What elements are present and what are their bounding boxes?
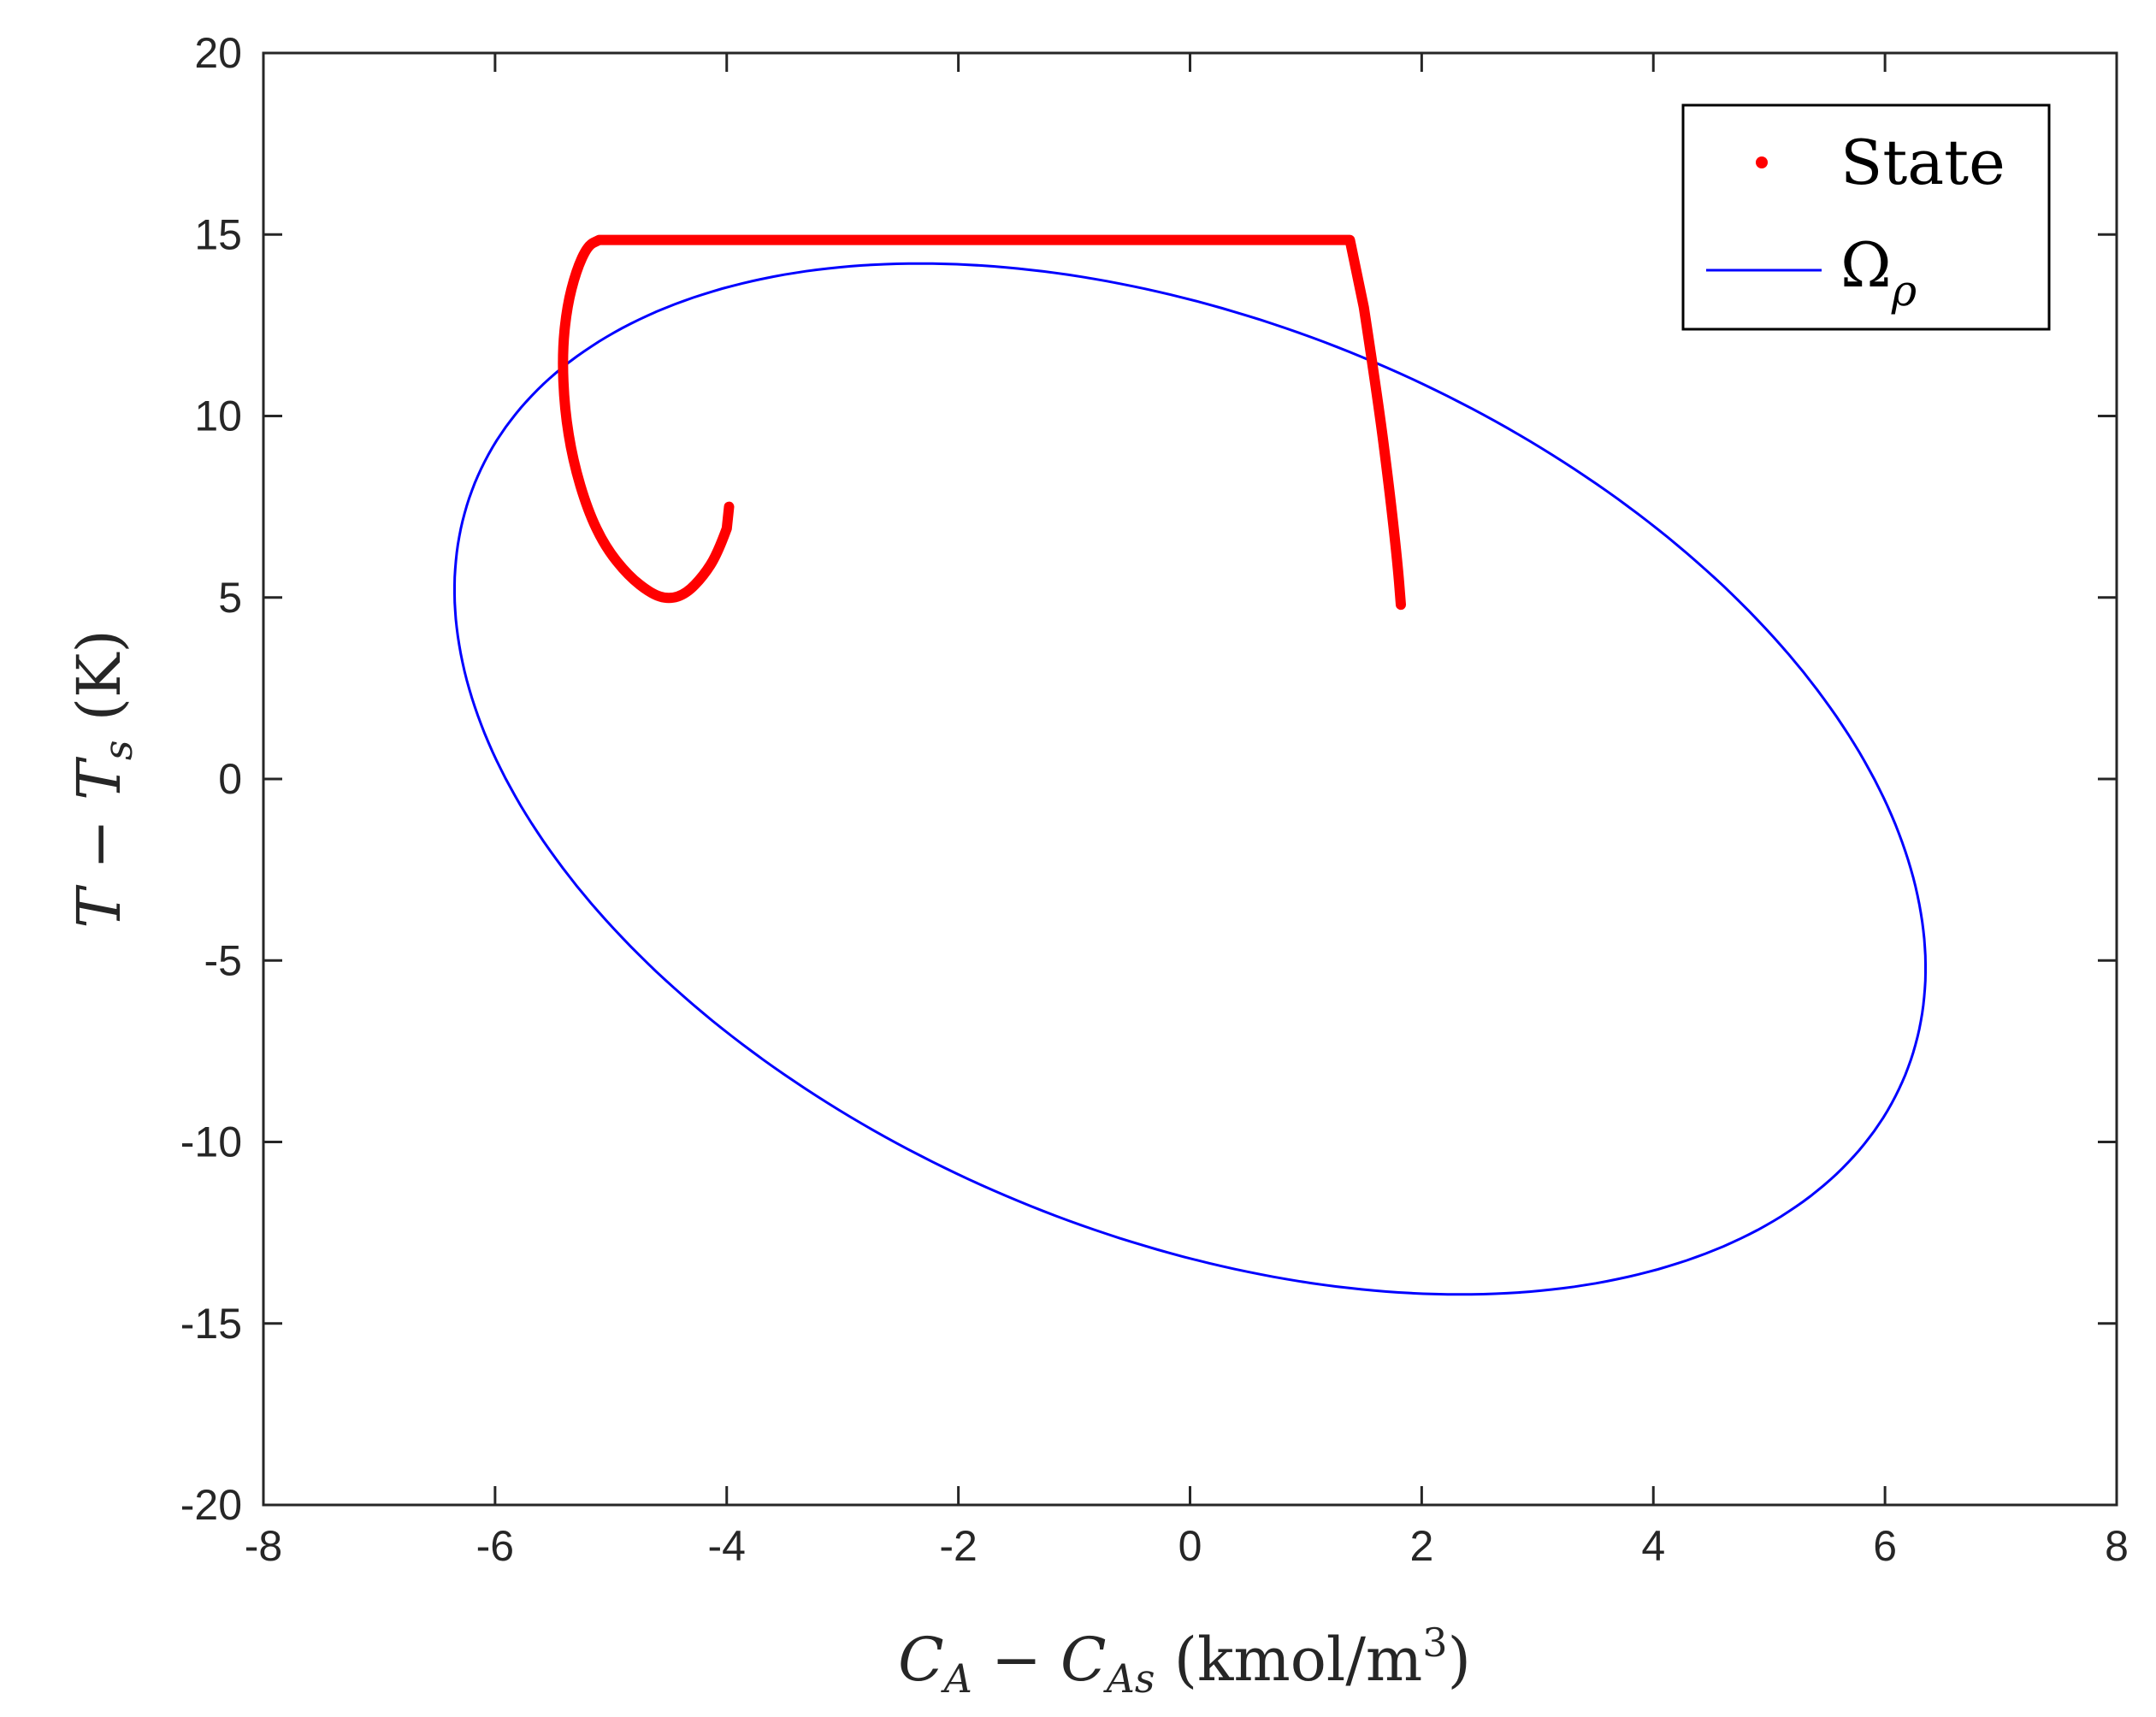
- x-tick-label: -2: [939, 1522, 977, 1570]
- x-tick-label: 2: [1409, 1522, 1433, 1570]
- x-tick-label: -6: [476, 1522, 514, 1570]
- legend-box: [1681, 103, 2051, 331]
- y-axis-title: T − Ts (K): [64, 629, 141, 928]
- x-tick-label: 0: [1178, 1522, 1202, 1570]
- y-tick-label: 15: [194, 210, 242, 258]
- legend-omega-label: Ωρ: [1840, 229, 1917, 316]
- y-tick-label: -10: [180, 1118, 242, 1166]
- y-tick-label: 0: [218, 755, 242, 803]
- y-tick-label: 20: [194, 29, 242, 77]
- state-trajectory: [558, 234, 1406, 611]
- x-axis-title: CA − CAs (kmol/m3): [898, 1620, 1471, 1702]
- legend-state-label: State: [1840, 127, 2005, 198]
- y-tick-label: -5: [204, 936, 242, 984]
- legend-state-marker: [1756, 156, 1768, 168]
- y-tick-label: 5: [218, 574, 242, 622]
- x-axis-ticks: -8 -6 -4 -2 0 2 4 6 8: [245, 53, 2129, 1570]
- x-tick-label: -4: [708, 1522, 746, 1570]
- x-tick-label: 6: [1873, 1522, 1897, 1570]
- y-tick-label: 10: [194, 392, 242, 440]
- y-tick-label: -20: [180, 1481, 242, 1529]
- legend: State Ωρ: [1681, 103, 2051, 331]
- omega-rho-ellipse: [453, 262, 1927, 1296]
- x-tick-label: -8: [245, 1522, 282, 1570]
- x-tick-label: 4: [1641, 1522, 1665, 1570]
- y-axis-ticks: -20 -15 -10 -5 0 5 10 15 20: [180, 29, 2117, 1529]
- y-tick-label: -15: [180, 1300, 242, 1348]
- x-tick-label: 8: [2105, 1522, 2129, 1570]
